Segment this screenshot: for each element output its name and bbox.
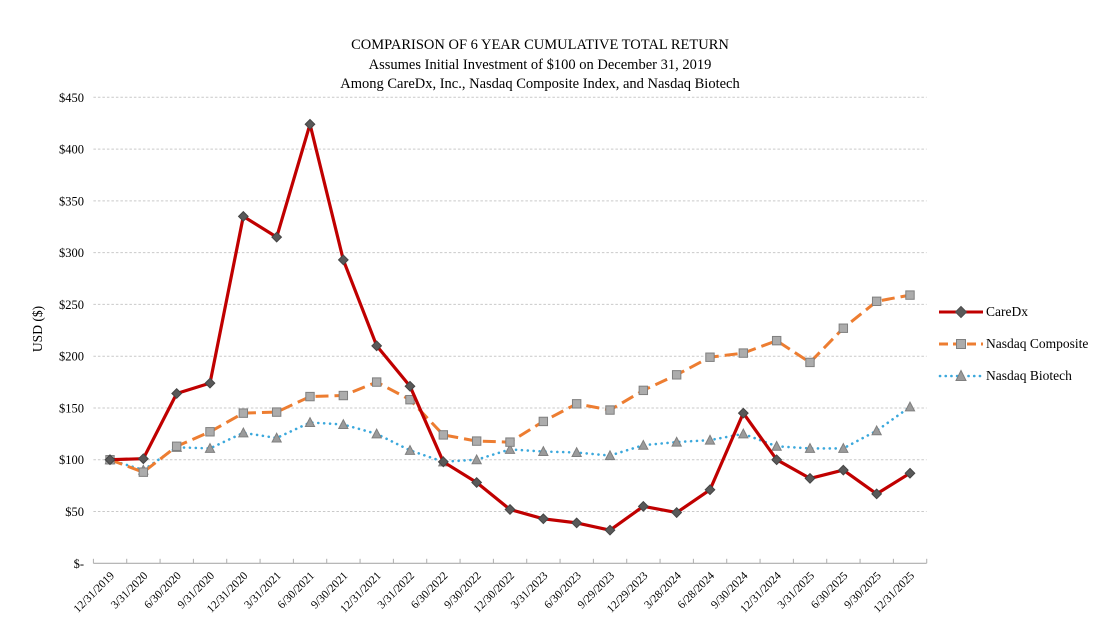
series-nasdaq-biotech <box>104 401 916 475</box>
svg-text:$350: $350 <box>59 194 84 208</box>
svg-text:$150: $150 <box>59 401 84 415</box>
legend-label-caredx: CareDx <box>986 304 1028 319</box>
x-axis <box>92 558 928 564</box>
svg-text:$-: $- <box>74 557 84 571</box>
svg-text:$50: $50 <box>65 505 84 519</box>
chart-title-line3: Among CareDx, Inc., Nasdaq Composite Ind… <box>340 76 740 92</box>
svg-text:$400: $400 <box>59 143 84 157</box>
svg-text:$100: $100 <box>59 453 84 467</box>
y-tick-labels: $- $50 $100 $150 $200 $250 $300 $350 $400 $450 <box>59 91 84 571</box>
legend-item-nasdaq-composite: Nasdaq Composite <box>938 336 1089 351</box>
nasdaq-biotech-legend-swatch <box>938 369 984 381</box>
nasdaq-composite-legend-swatch <box>939 339 983 349</box>
chart-title-line1: COMPARISON OF 6 YEAR CUMULATIVE TOTAL RE… <box>351 37 729 53</box>
svg-text:$300: $300 <box>59 246 84 260</box>
svg-text:$450: $450 <box>59 91 84 105</box>
caredx-diamond-icon <box>954 305 968 319</box>
legend-item-caredx: CareDx <box>938 304 1088 319</box>
svg-text:$200: $200 <box>59 350 84 364</box>
caredx-legend-swatch <box>939 305 983 319</box>
legend-item-nasdaq-biotech: Nasdaq Biotech <box>938 368 1088 383</box>
x-tick-labels: 12/31/20193/31/20206/30/20209/31/202012/… <box>72 570 918 616</box>
series-caredx <box>104 118 916 536</box>
legend-label-nasdaq-biotech: Nasdaq Biotech <box>986 368 1072 383</box>
chart-title: COMPARISON OF 6 YEAR CUMULATIVE TOTAL RE… <box>95 36 985 95</box>
svg-text:$250: $250 <box>59 298 84 312</box>
legend-label-nasdaq-composite: Nasdaq Composite <box>986 336 1089 351</box>
gridlines <box>93 96 927 513</box>
chart-title-line2: Assumes Initial Investment of $100 on De… <box>368 56 712 73</box>
legend: CareDx Nasdaq Composite Nasdaq Biotech <box>938 304 1089 401</box>
nasdaq-biotech-triangle-icon <box>955 369 967 381</box>
nasdaq-composite-square-icon <box>956 339 966 349</box>
svg-text:12/31/2019: 12/31/2019 <box>72 570 118 616</box>
